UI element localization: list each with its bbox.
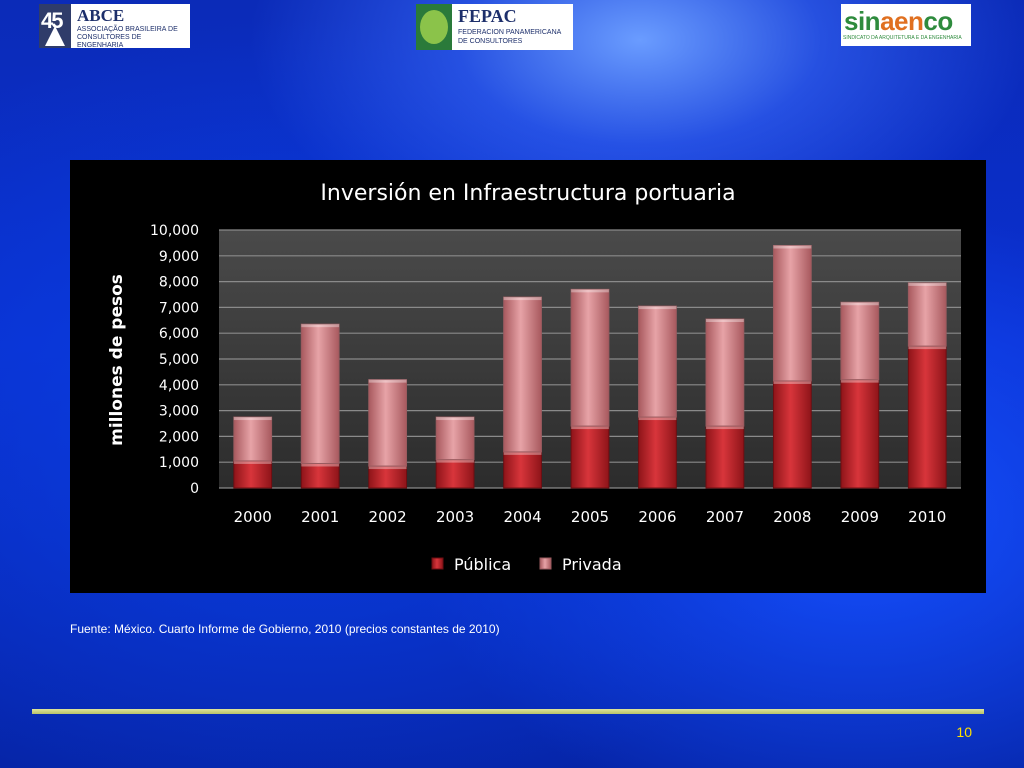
bar-highlight [571,426,609,430]
bar-highlight [503,451,542,455]
bar-highlight [233,460,272,464]
y-tick-label: 8,000 [159,275,199,291]
legend-label-privada: Privada [562,555,622,574]
bar-publica-2003 [435,459,475,489]
bar-highlight [706,426,744,430]
legend-swatch-publica [431,557,444,570]
x-tick-label: 2002 [369,508,407,526]
x-tick-label: 2008 [773,508,811,526]
bar-highlight [840,379,879,383]
fepac-logo-name: FEPAC [458,6,517,26]
abce-logo-name: ABCE [77,6,125,25]
y-tick-label: 3,000 [159,404,199,420]
bar-publica-2004 [503,451,542,489]
source-note: Fuente: México. Cuarto Informe de Gobier… [70,622,500,636]
bar-highlight [301,463,340,467]
legend-swatch-privada [539,557,552,570]
bar-publica-2008 [772,380,812,489]
page-number: 10 [956,724,972,740]
bar-publica-2009 [840,379,880,489]
fepac-logo-mark [416,4,452,50]
x-tick-label: 2009 [841,508,879,526]
y-tick-label: 5,000 [159,352,199,368]
y-tick-label: 7,000 [159,300,199,316]
bar-publica-2002 [368,465,408,489]
bar-publica-2007 [705,425,745,489]
x-tick-label: 2000 [234,508,272,526]
x-axis-ticks: 2000 2001 2002 2003 2004 2005 2006 2007 2008 2009… [234,508,947,526]
footer-divider [32,709,984,714]
bar-highlight [436,417,474,421]
bar-highlight [436,459,474,463]
sinaenco-logo-tagline: SINDICATO DA ARQUITETURA E DA ENGENHARIA [843,35,962,41]
bars [233,244,947,489]
y-axis-label: millones de pesos [107,274,127,446]
bar-highlight [773,380,812,384]
x-tick-label: 2005 [571,508,609,526]
y-tick-label: 6,000 [159,326,199,342]
x-tick-label: 2006 [638,508,676,526]
bar-highlight [908,282,947,286]
x-tick-label: 2007 [706,508,744,526]
bar-highlight [908,346,947,350]
port-investment-chart: Inversión en Infraestructura portuaria m… [107,181,961,574]
bar-privada-2006 [638,305,677,418]
chart-panel: Inversión en Infraestructura portuaria m… [70,160,986,593]
sinaenco-logo: sinaenco SINDICATO DA ARQUITETURA E DA E… [841,4,971,46]
bar-highlight [233,417,272,421]
bar-privada-2002 [368,379,408,467]
bar-highlight [571,289,609,293]
bar-privada-2000 [233,416,273,462]
x-tick-label: 2010 [908,508,946,526]
bar-publica-2001 [300,462,340,489]
bar-highlight [840,302,879,306]
bar-privada-2005 [570,288,610,427]
y-tick-label: 9,000 [159,249,199,265]
bar-privada-2007 [705,318,745,427]
bar-highlight [368,379,407,383]
bar-highlight [638,306,677,310]
bar-publica-2005 [570,425,610,489]
bar-highlight [706,319,744,323]
bar-publica-2006 [638,416,677,489]
bar-highlight [301,324,340,328]
y-tick-label: 4,000 [159,378,199,394]
abce-logo-mark: 45 [39,4,71,48]
abce-logo-tagline: ASSOCIAÇÃO BRASILEIRA DE CONSULTORES DE … [77,26,178,48]
x-tick-label: 2001 [301,508,339,526]
y-axis-ticks: 0 1,000 2,000 3,000 4,000 5,000 6,000 7,000 8,00… [150,223,199,497]
y-tick-label: 1,000 [159,455,199,471]
bar-highlight [368,466,407,470]
fepac-logo: FEPAC FEDERACION PANAMERICANA DE CONSULT… [416,4,573,50]
bar-privada-2004 [503,296,542,453]
bar-privada-2008 [772,244,812,382]
x-tick-label: 2004 [503,508,541,526]
bar-privada-2003 [435,416,475,461]
bar-privada-2001 [300,323,340,464]
y-tick-label: 10,000 [150,223,199,239]
x-tick-label: 2003 [436,508,474,526]
abce-logo: 45 ABCE ASSOCIAÇÃO BRASILEIRA DE CONSULT… [39,4,190,48]
bar-highlight [638,417,677,421]
legend: Pública Privada [431,555,622,574]
y-tick-label: 0 [190,481,199,497]
chart-title: Inversión en Infraestructura portuaria [320,181,735,206]
fepac-logo-tagline: FEDERACION PANAMERICANA DE CONSULTORES [458,29,561,45]
sinaenco-logo-name: sinaenco [844,6,953,36]
bar-privada-2010 [907,282,947,347]
bar-privada-2009 [840,301,880,381]
bar-publica-2000 [233,460,273,489]
y-tick-label: 2,000 [159,429,199,445]
bar-highlight [773,245,812,249]
legend-label-publica: Pública [454,555,511,574]
bar-highlight [503,297,542,301]
bar-publica-2010 [907,345,947,489]
